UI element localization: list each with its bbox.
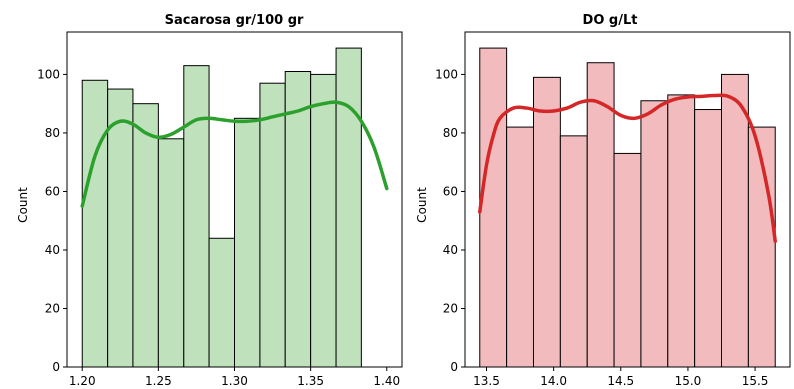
plot-frame [464,31,791,368]
y-tick-label: 80 [443,126,458,140]
y-tick-label: 40 [45,243,60,257]
x-tick-label: 1.25 [145,374,172,388]
y-axis-label: Count [415,187,429,223]
kde-curve [478,93,777,243]
histogram-bar [506,126,534,368]
histogram-bar [640,100,669,368]
x-tick-label: 1.30 [221,374,248,388]
x-tick-label: 15.0 [675,374,702,388]
y-tick-label: 60 [443,184,458,198]
histogram-bar [157,138,185,368]
y-tick-label: 100 [435,67,458,81]
histogram-bar [335,47,362,368]
histogram-bar [208,237,236,368]
x-tick-label: 1.40 [373,374,400,388]
x-tick-label: 13.5 [473,374,500,388]
histogram-bar [107,88,134,368]
y-tick-label: 100 [37,67,60,81]
y-axis-label: Count [16,187,30,223]
histogram-bar [694,109,723,368]
y-tick-label: 80 [45,126,60,140]
histogram-bar [132,103,159,368]
histogram-bar [234,117,261,368]
histogram-bar [284,71,312,368]
histogram-bar [532,76,561,368]
y-tick-label: 40 [443,243,458,257]
histogram-bar [259,82,286,368]
histogram-bar [310,73,337,368]
chart-title: Sacarosa gr/100 gr [165,13,304,28]
histogram-bar [81,79,109,368]
x-tick-label: 1.35 [297,374,324,388]
histogram-bar [721,73,749,368]
y-tick-label: 0 [450,360,458,374]
histogram-bar [667,94,696,368]
y-tick-label: 20 [45,301,60,315]
kde-curve [80,100,389,208]
x-tick-label: 1.20 [69,374,96,388]
y-tick-label: 60 [45,184,60,198]
y-tick-label: 0 [52,360,60,374]
histogram-bar [613,152,642,368]
x-tick-label: 15.5 [742,374,769,388]
histogram-bar [183,65,210,368]
y-tick-label: 20 [443,301,458,315]
x-tick-label: 14.0 [540,374,567,388]
histogram-bar [479,47,508,368]
histogram-bar [559,135,588,368]
x-tick-label: 14.5 [607,374,634,388]
chart-sacarosa: Sacarosa gr/100 gr Count 1.20 1.25 1.30 1.3… [16,13,403,388]
chart-do: DO g/Lt Count 13.5 14.0 14.5 15.0 15.5 0 20 40 6… [415,13,791,388]
chart-title: DO g/Lt [583,13,638,28]
